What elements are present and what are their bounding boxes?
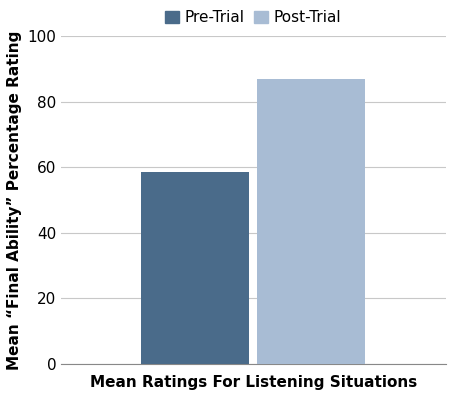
Legend: Pre-Trial, Post-Trial: Pre-Trial, Post-Trial xyxy=(159,4,347,31)
X-axis label: Mean Ratings For Listening Situations: Mean Ratings For Listening Situations xyxy=(90,375,417,390)
Bar xyxy=(141,172,250,364)
Bar xyxy=(257,79,365,364)
Y-axis label: Mean “Final Ability” Percentage Rating: Mean “Final Ability” Percentage Rating xyxy=(7,30,22,370)
